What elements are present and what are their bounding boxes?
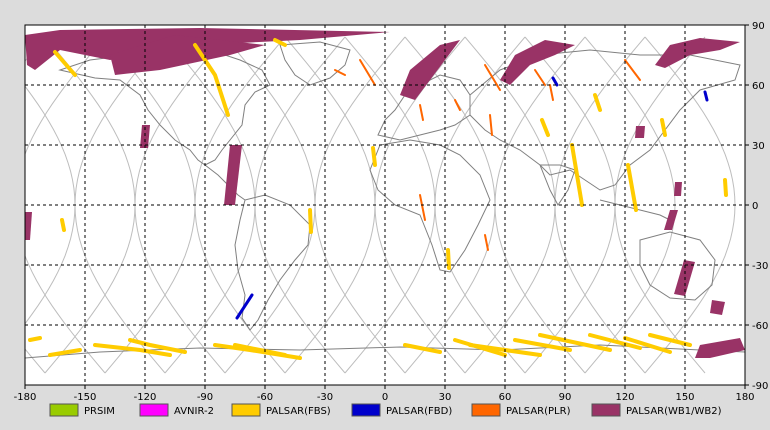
y-tick-label: 60 — [752, 81, 765, 92]
swath-wb — [140, 125, 150, 148]
swath-plr — [419, 194, 426, 221]
swath-fbs — [93, 343, 172, 357]
coast-asia — [469, 49, 741, 191]
swath-wb — [695, 338, 745, 358]
swath-fbs — [648, 333, 692, 347]
acquisition-swaths — [25, 28, 745, 360]
legend-swatch — [471, 403, 501, 417]
swath-plr — [359, 59, 376, 86]
x-tick-label: 60 — [499, 392, 512, 403]
swath-fbs — [570, 143, 584, 207]
swath-fbs — [623, 336, 672, 354]
legend-label: PALSAR(FBS) — [266, 406, 331, 417]
x-tick-label: -150 — [74, 392, 97, 403]
swath-fbs — [626, 163, 638, 212]
swath-fbs — [723, 178, 728, 197]
x-tick-label: -180 — [14, 392, 37, 403]
legend: PRSIM AVNIR-2 PALSAR(FBS) PALSAR(FBD) PALSAR… — [49, 403, 722, 417]
swath-plr — [334, 69, 346, 76]
swath-fbs — [193, 43, 230, 117]
swath-fbs — [660, 118, 667, 137]
x-tick-label: 150 — [675, 392, 694, 403]
swath-plr — [624, 59, 641, 81]
x-tick-label: 180 — [735, 392, 754, 403]
coast-greenland — [279, 41, 351, 86]
y-tick-label: 0 — [752, 201, 758, 212]
orbit-track — [25, 36, 106, 374]
swath-wb — [674, 182, 682, 196]
swath-fbs — [588, 333, 642, 350]
x-axis-ticks: -180 -150 -120 -90 -60 -30 0 30 60 90 120 150 180 — [14, 385, 755, 403]
legend-swatch — [231, 403, 261, 417]
swath-fbs — [593, 93, 602, 112]
legend-label: PALSAR(PLR) — [506, 406, 571, 417]
swath-wb — [655, 38, 740, 68]
swath-fbs — [60, 218, 66, 232]
swath-plr — [484, 234, 489, 251]
swath-plr — [489, 114, 493, 136]
swath-fbs — [128, 338, 187, 354]
coast-south-america — [234, 194, 311, 331]
swath-fbs — [540, 118, 550, 137]
swath-fbs — [513, 338, 572, 352]
swath-fbs — [403, 343, 442, 354]
swath-wb — [110, 35, 265, 75]
coast-africa — [369, 139, 491, 273]
swath-wb — [710, 300, 725, 315]
swath-wb — [25, 212, 32, 240]
swath-wb — [500, 40, 575, 85]
swath-fbd — [551, 76, 559, 87]
x-tick-label: 90 — [559, 392, 572, 403]
y-tick-label: -90 — [752, 381, 768, 392]
swath-fbs — [48, 348, 82, 357]
legend-swatch — [49, 403, 79, 417]
swath-wb — [25, 28, 390, 70]
swath-fbd — [235, 293, 254, 320]
legend-label: AVNIR-2 — [174, 406, 214, 417]
coast-indonesia — [599, 199, 671, 221]
x-tick-label: -90 — [197, 392, 213, 403]
x-tick-label: -60 — [257, 392, 273, 403]
swath-wb — [635, 126, 645, 138]
coast-india — [539, 164, 576, 206]
x-tick-label: -30 — [317, 392, 333, 403]
graticule — [25, 25, 745, 385]
swath-fbs — [233, 343, 287, 357]
x-tick-label: -120 — [134, 392, 157, 403]
legend-swatch — [139, 403, 169, 417]
x-tick-label: 30 — [439, 392, 452, 403]
coast-europe — [377, 74, 471, 141]
y-tick-label: -30 — [752, 261, 768, 272]
legend-label: PALSAR(FBD) — [386, 406, 452, 417]
swath-wb — [664, 210, 678, 230]
legend-label: PALSAR(WB1/WB2) — [626, 406, 722, 417]
legend-swatch — [591, 403, 621, 417]
swath-fbs — [371, 146, 377, 167]
x-tick-label: 120 — [615, 392, 634, 403]
swath-fbs — [273, 38, 287, 47]
swath-plr — [454, 99, 461, 111]
y-axis-ticks: 90 60 30 0 -30 -60 -90 — [745, 21, 768, 392]
swath-fbs — [28, 336, 42, 342]
legend-label: PRSIM — [84, 406, 115, 417]
x-tick-label: 0 — [382, 392, 388, 403]
swath-fbs — [538, 333, 612, 352]
swath-fbs — [53, 50, 77, 77]
swath-fbs — [446, 248, 451, 270]
swath-plr — [534, 69, 546, 86]
swath-plr — [484, 64, 501, 91]
y-tick-label: 90 — [752, 21, 765, 32]
swath-plr — [419, 104, 424, 121]
swath-plr — [549, 84, 554, 101]
legend-swatch — [351, 403, 381, 417]
y-tick-label: 30 — [752, 141, 765, 152]
swath-fbd — [703, 90, 709, 102]
swath-wb — [224, 145, 242, 205]
swath-fbs — [308, 208, 313, 234]
y-tick-label: -60 — [752, 321, 768, 332]
